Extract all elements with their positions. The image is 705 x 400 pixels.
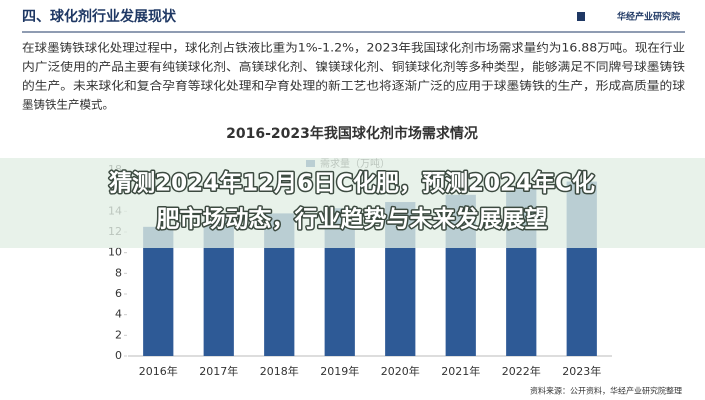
logo-icon [577,12,585,21]
x-tick-label: 2023年 [562,364,601,378]
y-tick-label: 8 [115,266,122,279]
chart-title: 2016-2023年我国球化剂市场需求情况 [226,125,478,142]
overlay-title: 肥市场动态，行业趋势与未来发展展望 [157,206,548,233]
section-title: 四、球化剂行业发展现状 [22,8,177,25]
paragraph: 在球墨铸铁球化处理过程中，球化剂占铁液比重为1%-1.2%，2023年我国球化剂… [22,41,686,112]
y-tick-label: 2 [115,328,122,341]
x-tick-label: 2021年 [441,364,480,378]
y-tick-label: 10 [108,246,122,259]
paragraph-line: 的生产。未来球化和复合孕育等球化处理和孕育处理的新工艺也将逐渐广泛的应用于球墨铸… [22,79,686,93]
overlay-band [0,158,705,248]
paragraph-line: 内广泛使用的产品主要有纯镁球化剂、高镁球化剂、镍镁球化剂、铜镁球化剂等多种类型，… [22,60,686,74]
x-tick-label: 2019年 [320,364,359,378]
x-tick-label: 2016年 [139,364,178,378]
logo-text: 华经产业研究院 [617,11,680,23]
overlay: 猜测2024年12月6日C化肥，预测2024年C化肥市场动态，行业趋势与未来发展… [107,168,597,234]
y-tick-label: 4 [115,308,122,321]
x-tick-label: 2022年 [502,364,541,378]
x-tick-label: 2017年 [199,364,238,378]
y-tick-label: 0 [115,349,122,362]
paragraph-line: 墨铸铁生产模式。 [22,98,114,112]
y-tick-label: 6 [115,287,122,300]
x-tick-label: 2018年 [260,364,299,378]
paragraph-line: 在球墨铸铁球化处理过程中，球化剂占铁液比重为1%-1.2%，2023年我国球化剂… [22,41,685,55]
bar [143,226,174,356]
overlay-title: 猜测2024年12月6日C化肥，预测2024年C化 [108,170,595,197]
source: 资料来源：公开资料，华经产业研究院整理 [530,386,682,396]
x-tick-label: 2020年 [381,364,420,378]
